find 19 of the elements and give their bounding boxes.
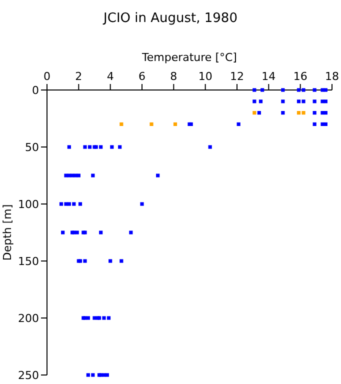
y-tick-label: 200 [18, 312, 39, 325]
x-tick-label: 8 [170, 70, 178, 83]
chart-title: JCIO in August, 1980 [102, 11, 238, 26]
x-tick-label: 6 [138, 70, 146, 83]
y-tick-label: 50 [25, 140, 39, 154]
y-axis-title: Depth [m] [1, 204, 14, 261]
x-tick-label: 12 [230, 70, 244, 83]
y-tick-label: 150 [18, 254, 39, 268]
x-tick-label: 0 [44, 70, 50, 83]
x-axis-title: Temperature [°C] [141, 51, 237, 64]
x-tick-label: 4 [106, 70, 114, 83]
x-tick-label: 2 [75, 70, 82, 83]
y-tick-label: 250 [18, 368, 39, 382]
y-tick-label: 100 [18, 198, 39, 211]
x-tick-label: 14 [262, 70, 276, 83]
x-tick-label: 18 [325, 70, 339, 83]
y-tick-label: 0 [32, 84, 39, 97]
x-tick-label: 10 [198, 70, 212, 83]
x-tick-label: 16 [293, 70, 308, 83]
